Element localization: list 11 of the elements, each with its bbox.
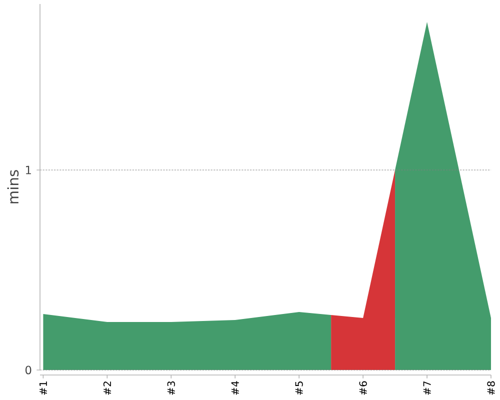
- x-tick-label: #8: [487, 381, 495, 395]
- y-tick-label: 1: [26, 166, 31, 174]
- y-axis-title: mins: [7, 170, 19, 204]
- x-tick-label: #1: [39, 382, 47, 395]
- x-tick-label: #4: [231, 381, 239, 395]
- x-tick-label: #7: [423, 381, 431, 395]
- x-tick-label: #5: [295, 381, 303, 395]
- x-tick-label: #2: [103, 382, 111, 395]
- y-tick-label: 0: [26, 366, 32, 374]
- x-tick-label: #3: [167, 381, 175, 395]
- x-tick-label: #6: [359, 381, 367, 395]
